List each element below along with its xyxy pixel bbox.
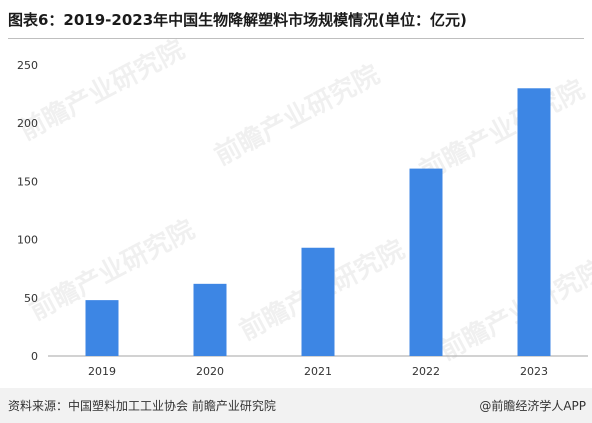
y-tick-label: 0 xyxy=(31,350,38,363)
footer: 资料来源：中国塑料加工工业协会 前瞻产业研究院 @前瞻经济学人APP xyxy=(0,388,592,423)
y-tick-label: 250 xyxy=(17,59,38,72)
bar-2021 xyxy=(301,247,335,356)
x-tick-label: 2021 xyxy=(304,365,332,378)
y-tick-label: 100 xyxy=(17,234,38,247)
x-tick-label: 2020 xyxy=(196,365,224,378)
y-tick-label: 200 xyxy=(17,117,38,130)
y-tick-label: 50 xyxy=(24,292,38,305)
brand-credit: @前瞻经济学人APP xyxy=(479,399,586,413)
bar-2023 xyxy=(517,88,551,356)
bar-chart: 0 50 100 150 200 250 2019 2020 2021 2022 2023 xyxy=(17,59,588,378)
source-note: 资料来源：中国塑料加工工业协会 前瞻产业研究院 xyxy=(8,399,276,413)
x-tick-label: 2019 xyxy=(88,365,116,378)
bar-2020 xyxy=(193,283,227,356)
chart-title: 图表6：2019-2023年中国生物降解塑料市场规模情况(单位：亿元) xyxy=(8,11,467,29)
y-tick-label: 150 xyxy=(17,175,38,188)
bar-2019 xyxy=(85,300,119,356)
x-tick-label: 2023 xyxy=(520,365,548,378)
title-divider xyxy=(8,38,584,39)
x-tick-label: 2022 xyxy=(412,365,440,378)
bar-2022 xyxy=(409,168,443,356)
